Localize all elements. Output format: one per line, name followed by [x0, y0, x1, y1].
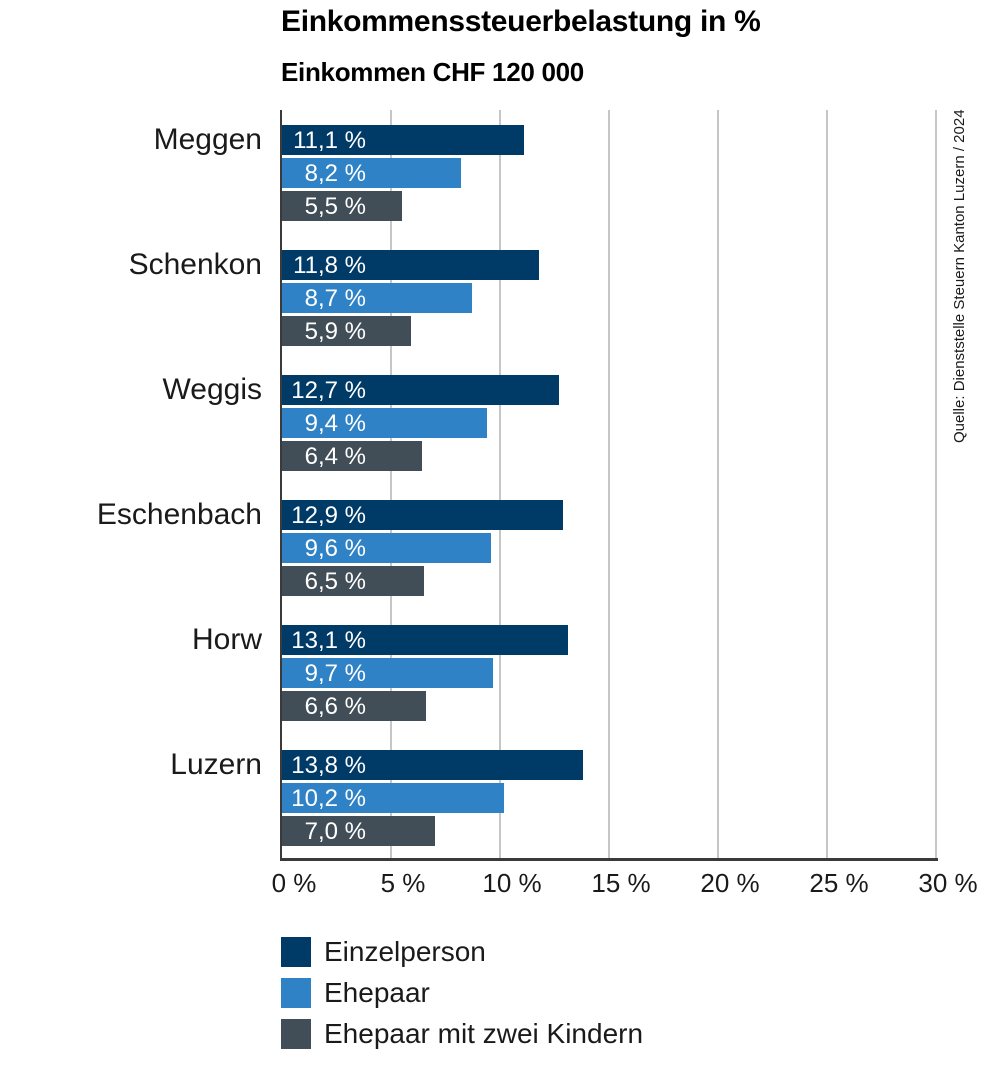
- bar: 6,6 %: [282, 691, 426, 721]
- bar: 11,1 %: [282, 125, 524, 155]
- legend-label: Ehepaar mit zwei Kindern: [324, 1018, 644, 1049]
- legend-swatch: [281, 978, 311, 1008]
- bar: 12,9 %: [282, 500, 564, 530]
- bar-value-label: 9,4 %: [304, 410, 366, 437]
- bar-value-label: 5,9 %: [304, 318, 366, 345]
- bar: 13,8 %: [282, 750, 583, 780]
- legend-label: Einzelperson: [324, 936, 486, 967]
- bar-value-label: 13,1 %: [291, 627, 366, 654]
- bar-value-label: 12,7 %: [291, 377, 366, 404]
- bar: 5,5 %: [282, 191, 402, 221]
- gridline: [499, 110, 501, 858]
- y-axis-line: [280, 110, 282, 858]
- bar-value-label: 11,8 %: [293, 252, 366, 279]
- bar-value-label: 8,2 %: [304, 160, 366, 187]
- bar-value-label: 6,6 %: [304, 693, 366, 720]
- legend-swatch: [281, 937, 311, 967]
- plot-area: 11,1 % 8,2 % 5,5 % 11,8 % 8,7 % 5,9 % 12,7 % 9,…: [280, 110, 938, 861]
- bar: 13,1 %: [282, 625, 568, 655]
- bar: 12,7 %: [282, 375, 559, 405]
- x-tick-label: 5 %: [380, 868, 426, 898]
- bar: 9,6 %: [282, 533, 492, 563]
- bar: 6,4 %: [282, 441, 422, 471]
- bar: 11,8 %: [282, 250, 540, 280]
- bar-value-label: 9,6 %: [304, 535, 366, 562]
- x-tick-label: 25 %: [809, 868, 869, 898]
- gridline: [826, 110, 828, 858]
- x-tick-label: 20 %: [700, 868, 760, 898]
- gridline: [608, 110, 610, 858]
- x-tick-label: 15 %: [591, 868, 651, 898]
- category-label: Eschenbach: [96, 498, 262, 531]
- bar: 9,7 %: [282, 658, 494, 688]
- bar-value-label: 11,1 %: [293, 127, 366, 154]
- bar-value-label: 9,7 %: [304, 660, 366, 687]
- category-label: Horw: [191, 623, 262, 656]
- legend: Einzelperson Ehepaar Ehepaar mit zwei Kind…: [281, 936, 644, 1060]
- chart-title: Einkommenssteuerbelastung in %: [281, 5, 761, 38]
- legend-item: Ehepaar: [281, 977, 643, 1008]
- bar: 5,9 %: [282, 316, 411, 346]
- category-label: Meggen: [153, 123, 262, 156]
- bar-value-label: 7,0 %: [304, 818, 366, 845]
- bar: 9,4 %: [282, 408, 487, 438]
- gridline: [935, 110, 937, 858]
- x-tick-label: 0 %: [271, 868, 317, 898]
- bar: 8,7 %: [282, 283, 472, 313]
- bar: 8,2 %: [282, 158, 461, 188]
- bar-value-label: 8,7 %: [304, 285, 366, 312]
- bar-value-label: 5,5 %: [304, 193, 366, 220]
- gridline: [717, 110, 719, 858]
- legend-swatch: [281, 1019, 311, 1049]
- gridline: [390, 110, 392, 858]
- bar-value-label: 6,4 %: [304, 443, 366, 470]
- bar-value-label: 6,5 %: [304, 568, 366, 595]
- chart-subtitle: Einkommen CHF 120 000: [281, 57, 584, 87]
- bar: 10,2 %: [282, 783, 505, 813]
- bar-value-label: 10,2 %: [291, 785, 366, 812]
- bar-value-label: 13,8 %: [291, 752, 366, 779]
- source-note: Quelle: Dienststelle Steuern Kanton Luze…: [951, 109, 968, 443]
- legend-item: Ehepaar mit zwei Kindern: [281, 1018, 644, 1049]
- bar-value-label: 12,9 %: [291, 502, 366, 529]
- x-tick-label: 10 %: [482, 868, 542, 898]
- category-label: Weggis: [162, 373, 263, 406]
- bar: 7,0 %: [282, 816, 435, 846]
- legend-label: Ehepaar: [324, 977, 430, 1008]
- bar: 6,5 %: [282, 566, 424, 596]
- legend-item: Einzelperson: [281, 936, 643, 967]
- category-label: Luzern: [170, 748, 262, 781]
- x-axis-line: [280, 858, 938, 861]
- category-label: Schenkon: [128, 248, 262, 281]
- x-tick-label: 30 %: [918, 868, 978, 898]
